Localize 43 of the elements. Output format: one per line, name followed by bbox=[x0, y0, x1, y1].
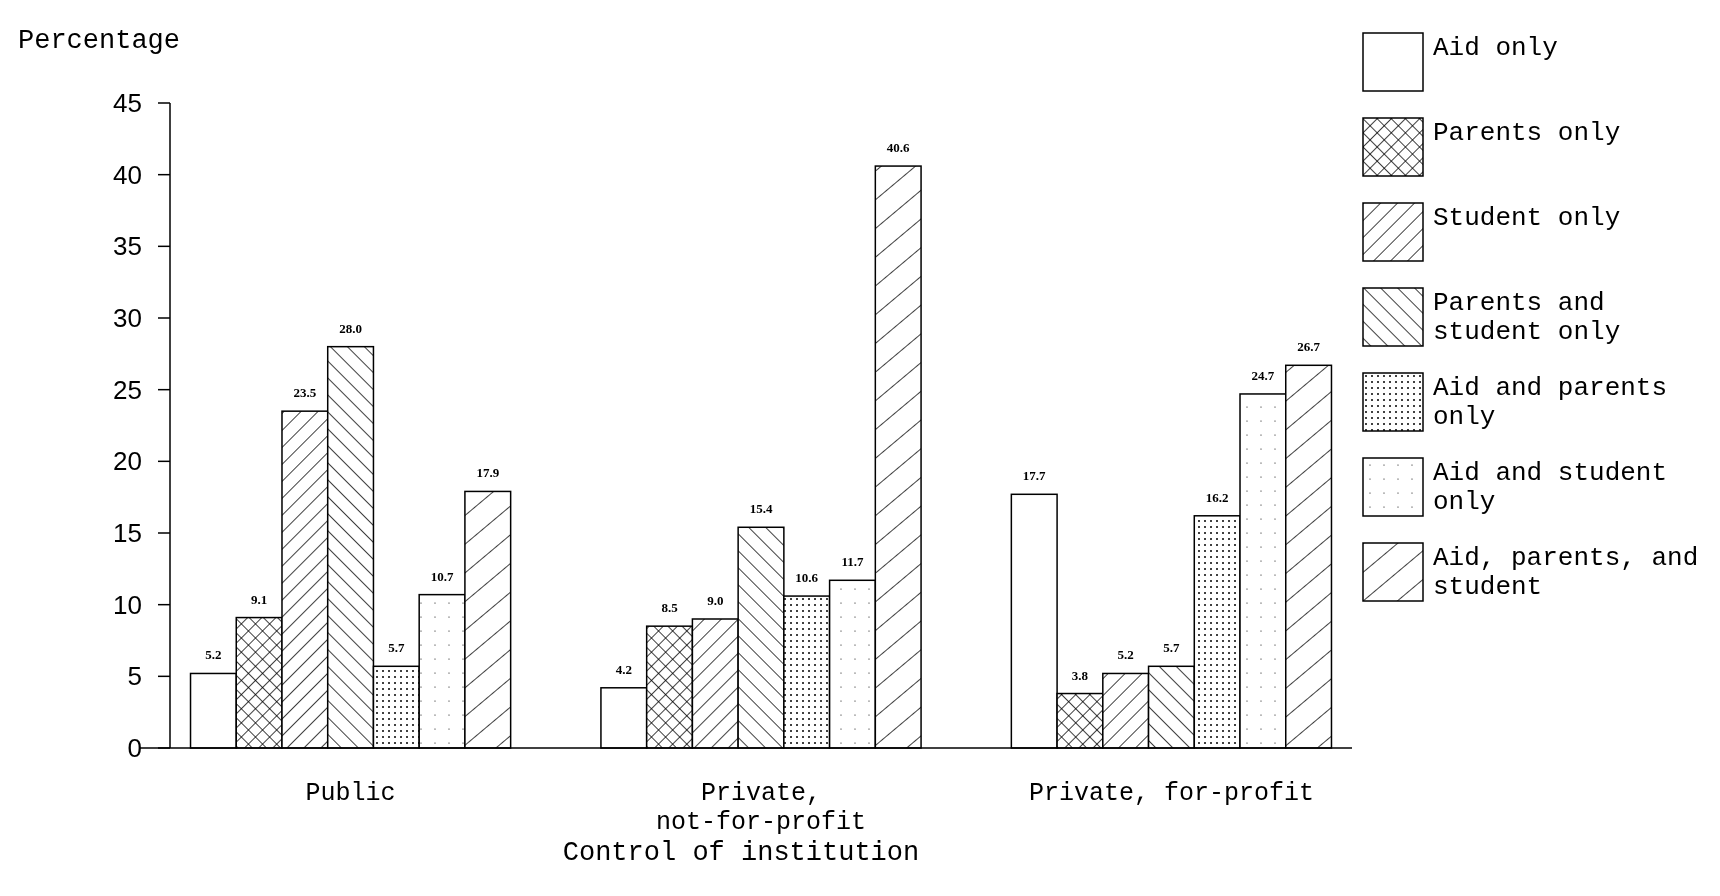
legend-label: Parents only bbox=[1433, 118, 1621, 148]
y-tick-label: 15 bbox=[113, 518, 142, 549]
legend-label: Aid and student only bbox=[1433, 458, 1668, 517]
x-tick-label: Private, not-for-profit bbox=[655, 779, 867, 837]
y-tick-label: 20 bbox=[113, 446, 142, 477]
data-label: 17.7 bbox=[1022, 468, 1047, 484]
data-label: 26.7 bbox=[1297, 339, 1321, 355]
x-axis-title: Control of institution bbox=[562, 838, 920, 868]
data-label: 24.7 bbox=[1251, 367, 1275, 383]
y-tick-label: 25 bbox=[113, 374, 142, 405]
data-label: 17.9 bbox=[476, 465, 500, 481]
data-label: 4.2 bbox=[615, 661, 632, 677]
y-tick-label: 10 bbox=[113, 589, 142, 620]
x-tick-label: Private, for-profit bbox=[1028, 779, 1314, 808]
data-label: 11.7 bbox=[841, 554, 864, 570]
y-tick-label: 40 bbox=[113, 159, 142, 190]
data-label: 15.4 bbox=[749, 501, 773, 517]
data-label: 8.5 bbox=[661, 600, 679, 616]
data-label: 10.6 bbox=[795, 570, 819, 586]
y-tick-label: 35 bbox=[113, 231, 142, 262]
y-tick-label: 0 bbox=[127, 733, 142, 764]
y-tick-label: 45 bbox=[113, 88, 142, 119]
data-label: 5.7 bbox=[1163, 640, 1181, 656]
data-label: 10.7 bbox=[430, 568, 454, 584]
legend-label: Parents and student only bbox=[1433, 288, 1621, 347]
legend-label: Aid only bbox=[1433, 33, 1558, 63]
legend-label: Aid and parents only bbox=[1433, 373, 1668, 432]
data-label: 9.0 bbox=[707, 593, 724, 608]
data-label: 5.2 bbox=[205, 647, 222, 663]
y-tick-label: 30 bbox=[113, 303, 142, 334]
data-label: 5.7 bbox=[388, 640, 405, 656]
data-label: 16.2 bbox=[1205, 489, 1229, 505]
data-label: 23.5 bbox=[293, 385, 317, 401]
legend-label: Aid, parents, and student bbox=[1433, 543, 1699, 602]
y-tick-label: 5 bbox=[127, 661, 142, 692]
data-label: 5.2 bbox=[1117, 647, 1134, 663]
data-label: 3.8 bbox=[1071, 667, 1089, 683]
x-tick-label: Public bbox=[305, 779, 396, 808]
legend-label: Student only bbox=[1433, 203, 1621, 233]
y-axis-title: Percentage bbox=[18, 26, 181, 56]
data-label: 28.0 bbox=[339, 320, 362, 336]
data-label: 9.1 bbox=[250, 591, 268, 607]
data-label: 40.6 bbox=[886, 140, 911, 156]
